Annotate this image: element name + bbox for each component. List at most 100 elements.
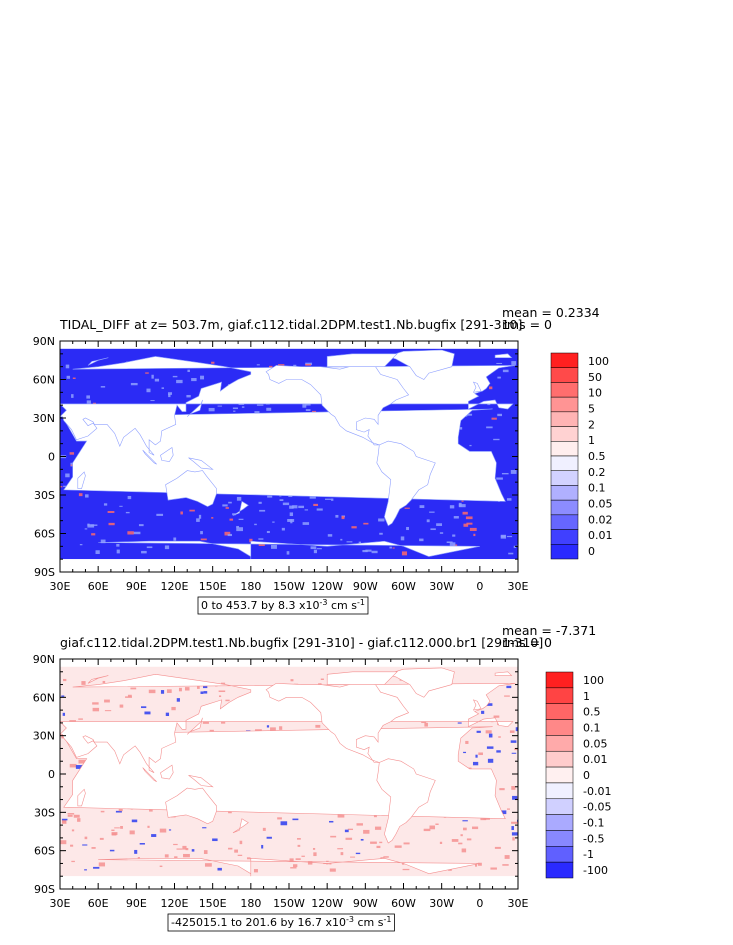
colorbar-label: 0.05 [583,737,608,750]
field-cell [510,469,517,474]
field-cell [489,386,493,390]
field-cell [196,518,200,522]
chart-panel-1: 30E 60E 90E 120E 150E 180 150W 120W 90W 60W 30W 0 30… [16,305,613,615]
x-tick-label: 120W [311,580,343,593]
field-cell [267,495,273,498]
y-tick-label: 0 [48,451,55,464]
field-cell [221,720,226,724]
field-cell [173,537,177,541]
field-cell [493,715,500,718]
field-cell [238,518,244,520]
field-cell [229,518,234,521]
field-cell [315,724,321,728]
land-uk [16,382,24,392]
field-cell [100,810,105,813]
field-cell [512,795,518,800]
field-cell [365,549,372,552]
colorbar-swatch [550,352,579,368]
x-tick-label: 180 [240,897,261,910]
field-cell [168,394,171,398]
field-cell [115,810,122,813]
field-cell [259,509,266,512]
plot-area [16,341,518,572]
field-cell [60,840,67,845]
x-tick-label: 90W [353,897,378,910]
field-cell [510,740,517,743]
rms-stat: rms = 0 [502,635,552,650]
field-cell [150,400,155,402]
field-cell [402,862,405,865]
land-eurasia [0,674,58,772]
mean-stat: mean = 0.2334 [502,305,600,320]
y-tick-label: 90S [34,566,55,579]
field-cell [182,845,187,850]
field-cell [236,525,240,528]
field-cell [419,505,425,509]
field-cell [504,695,510,697]
field-cell [85,494,89,498]
field-cell [82,844,88,846]
field-cell [401,551,408,556]
field-cell [331,498,334,501]
x-tick-label: 120E [161,580,189,593]
field-cell [335,514,339,518]
land-novaya [87,357,109,366]
field-cell [277,817,282,820]
field-cell [497,413,503,417]
field-cell [141,706,147,709]
field-cell [164,545,170,550]
colorbar-swatch [545,671,574,689]
field-cell [514,748,518,751]
land-novaya [87,675,109,684]
field-cell [363,522,369,525]
field-cell [61,818,68,821]
field-cell [127,495,132,500]
field-cell [511,361,517,365]
field-cell [125,511,130,514]
field-cell [200,691,204,694]
field-cell [448,868,452,871]
field-cell [463,827,467,831]
x-tick-label: 0 [476,897,483,910]
colorbar-swatch [550,455,579,471]
land-australia [165,470,217,507]
field-cell [185,848,189,851]
field-cell [497,376,501,379]
field-cell [472,826,479,830]
field-cell [499,788,505,791]
field-cell [151,374,154,379]
field-cell [79,544,83,546]
field-cell [246,857,251,860]
field-cell [374,826,382,830]
field-cell [290,679,294,682]
field-cell [451,839,459,842]
field-cell [394,845,402,848]
field-cell [160,690,165,694]
field-cell [198,514,202,519]
field-cell [134,849,138,854]
x-tick-label: 150W [273,580,305,593]
field-cell [144,711,151,715]
colorbar-label: -0.01 [583,785,611,798]
field-cell [281,527,285,531]
field-cell [111,829,115,832]
field-cell [130,687,137,690]
field-cell [506,808,510,810]
field-cell [211,517,214,519]
land-greenland [385,349,455,380]
field-cell [472,761,479,766]
land-northAmerica [265,681,410,763]
field-cell [346,541,353,543]
field-cell [78,718,83,720]
colorbar-label: 10 [588,387,602,400]
field-cell [159,828,167,833]
x-tick-label: 90E [126,580,147,593]
field-cell [256,404,264,406]
field-cell [184,687,190,691]
field-cell [146,388,151,393]
field-cell [84,836,88,840]
field-cell [91,847,96,849]
field-cell [511,752,517,754]
field-cell [453,516,459,519]
field-cell [237,854,243,856]
